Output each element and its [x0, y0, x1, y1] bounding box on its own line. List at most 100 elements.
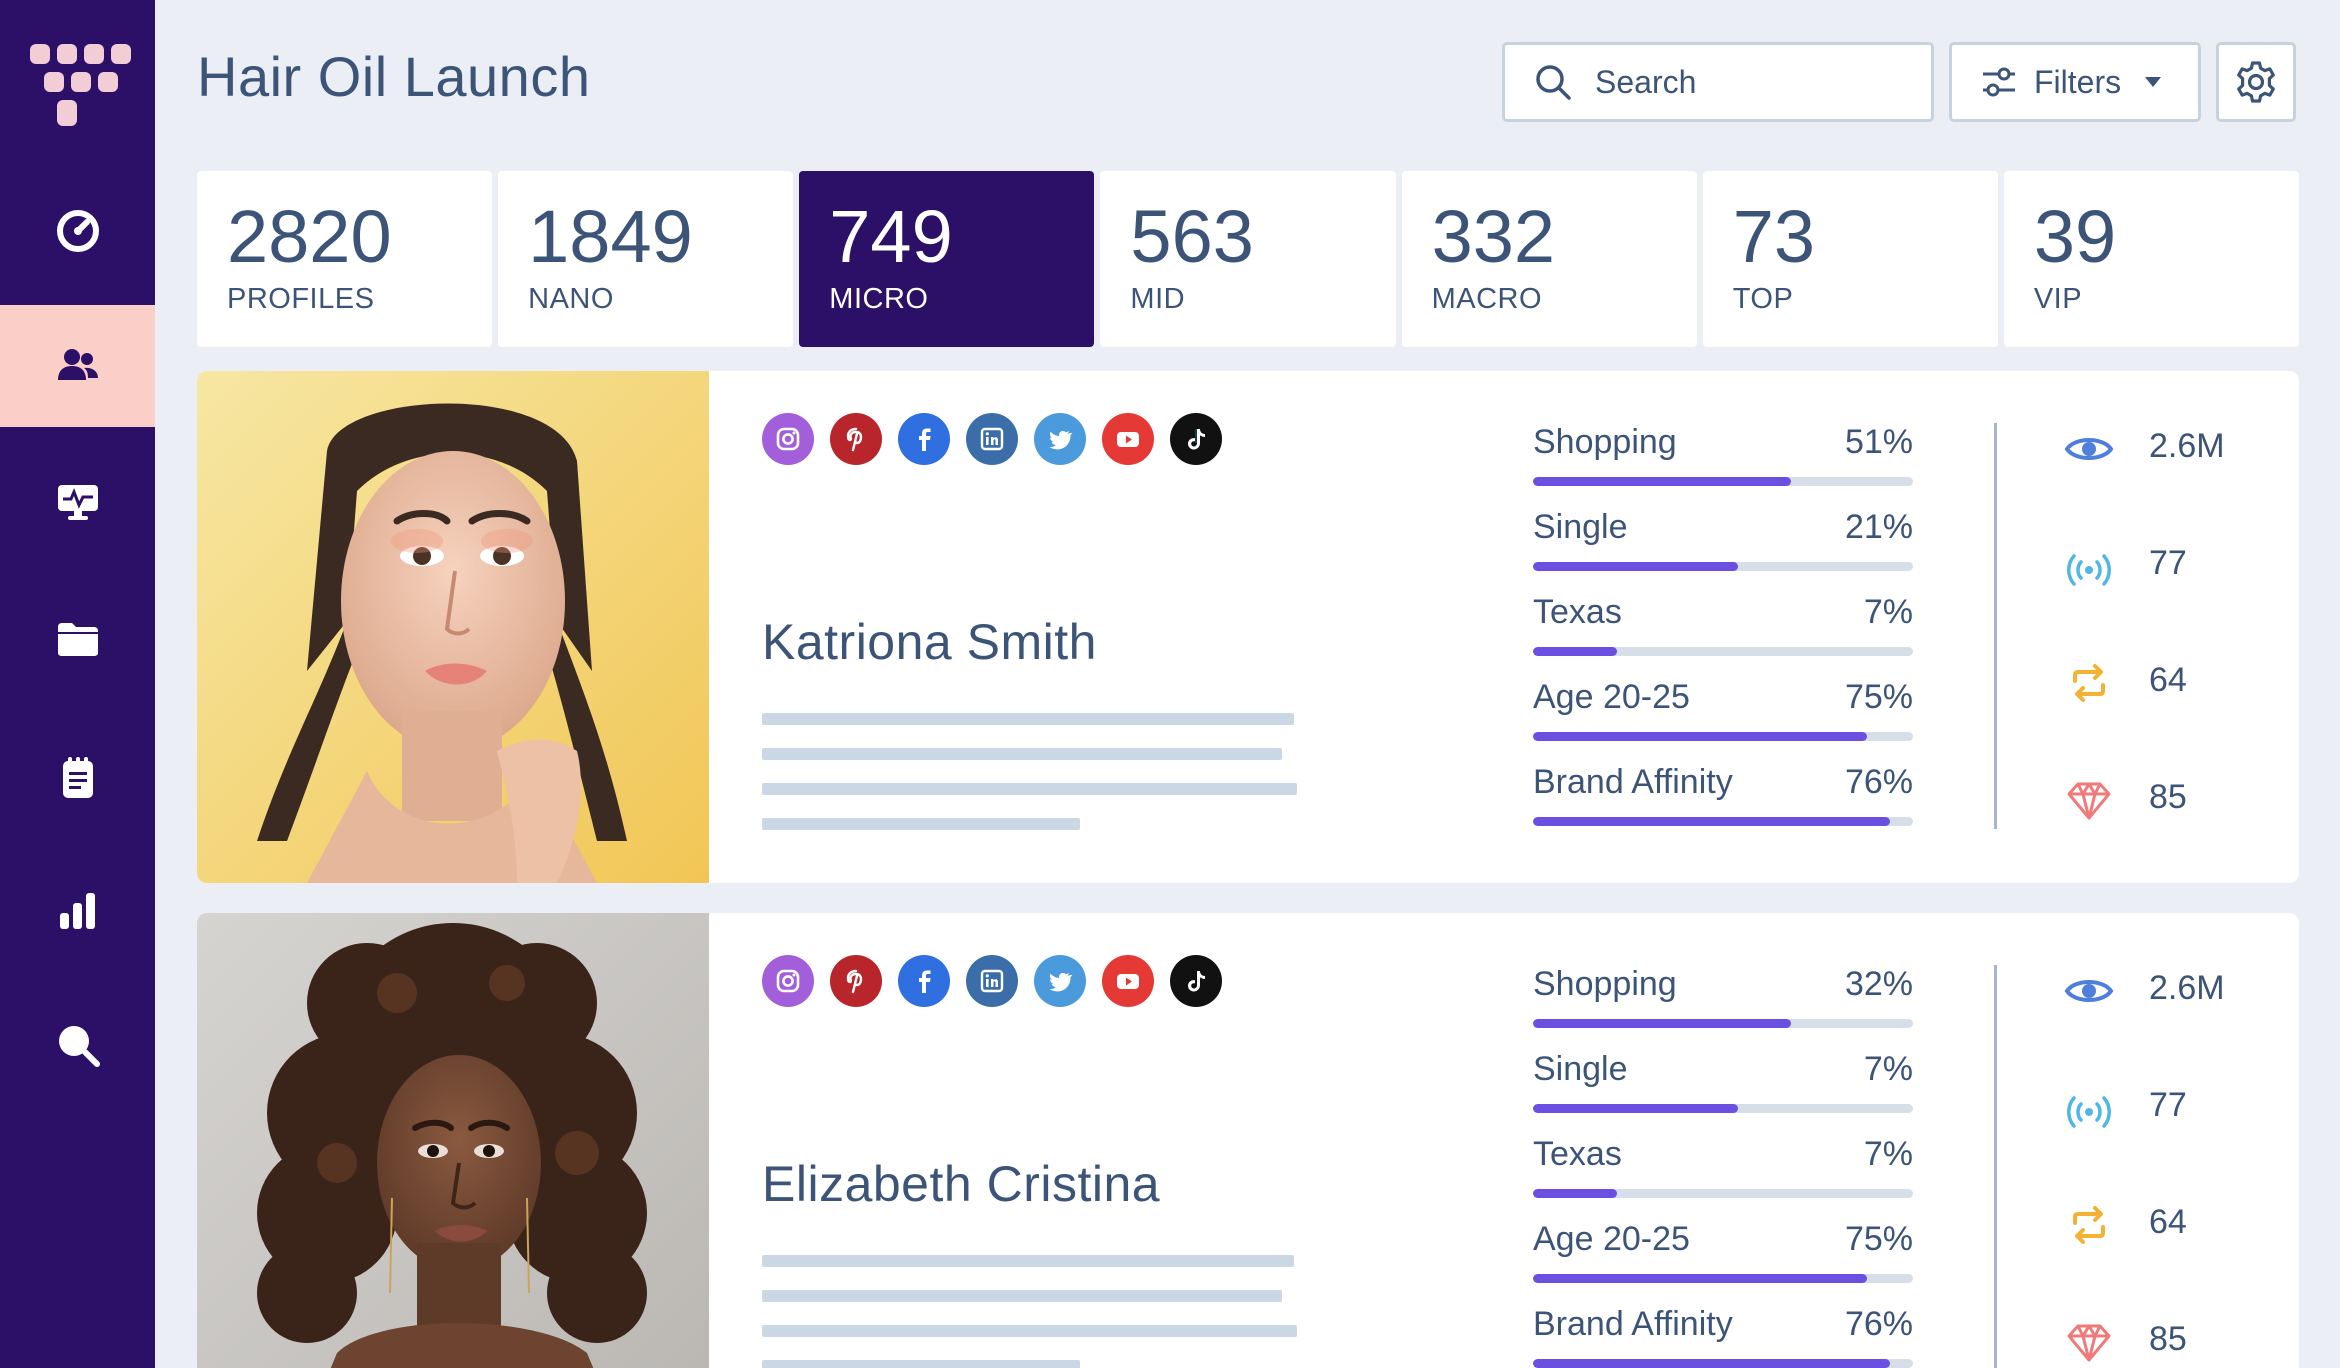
youtube-icon[interactable]: [1102, 955, 1154, 1007]
bio-placeholder-line: [762, 818, 1080, 830]
search-icon: [58, 1026, 100, 1067]
kpi-views: 2.6M: [2063, 423, 2225, 540]
twitter-icon[interactable]: [1034, 955, 1086, 1007]
instagram-icon[interactable]: [762, 413, 814, 465]
kpi-value: 85: [2149, 778, 2187, 816]
kpi-value: 2.6M: [2149, 427, 2225, 465]
youtube-icon[interactable]: [1102, 413, 1154, 465]
metric-bar: [1533, 647, 1913, 656]
sliders-icon: [1983, 67, 2015, 97]
filters-dropdown[interactable]: Filters: [1949, 42, 2201, 122]
metric-value: 76%: [1844, 1305, 1913, 1343]
metric-value: 51%: [1844, 423, 1913, 461]
sidebar-item-analytics[interactable]: [0, 850, 155, 972]
engagement-kpis: 2.6M 77 64 85: [2063, 423, 2225, 883]
folder-icon: [57, 623, 98, 656]
divider: [1994, 423, 1997, 829]
pinterest-icon[interactable]: [830, 955, 882, 1007]
brand-logo[interactable]: [30, 44, 131, 126]
stat-value: 2820: [227, 195, 392, 278]
metric-bar: [1533, 1274, 1913, 1283]
kpi-value: 85: [2149, 1320, 2187, 1358]
stat-tile-mid[interactable]: 563 MID: [1100, 171, 1396, 347]
metric-label: Single: [1533, 508, 1628, 546]
page-title: Hair Oil Launch: [197, 45, 591, 108]
bio-placeholder-line: [762, 783, 1297, 795]
profile-card[interactable]: Elizabeth Cristina Shopping 32% Single 7% …: [197, 913, 2299, 1368]
chevron-down-icon: [2145, 77, 2162, 87]
metric-row: Shopping 51%: [1533, 423, 1913, 508]
metric-bar-fill: [1533, 1019, 1792, 1028]
sidebar-item-search[interactable]: [0, 984, 155, 1106]
metric-label: Age 20-25: [1533, 678, 1690, 716]
metric-bar: [1533, 1359, 1913, 1368]
sidebar-item-notes[interactable]: [0, 717, 155, 839]
stat-label: VIP: [2033, 283, 2083, 315]
kpi-value: 2.6M: [2149, 969, 2225, 1007]
metric-value: 75%: [1844, 1220, 1913, 1258]
sidebar-item-monitor[interactable]: [0, 440, 155, 562]
stat-tile-macro[interactable]: 332 MACRO: [1401, 171, 1697, 347]
diamond-icon: [2067, 782, 2111, 820]
metric-label: Texas: [1533, 1135, 1622, 1173]
settings-button[interactable]: [2216, 42, 2296, 122]
metric-bar-fill: [1533, 1189, 1617, 1198]
stat-tile-vip[interactable]: 39 VIP: [2003, 171, 2299, 347]
metric-value: 7%: [1863, 1050, 1913, 1088]
metric-bar: [1533, 477, 1913, 486]
metric-value: 32%: [1844, 965, 1913, 1003]
audience-metrics: Shopping 51% Single 21% Texas 7% Age 20-25 7…: [1533, 423, 1913, 848]
facebook-icon[interactable]: [898, 955, 950, 1007]
linkedin-icon[interactable]: [966, 955, 1018, 1007]
metric-row: Shopping 32%: [1533, 965, 1913, 1050]
dashboard-icon: [56, 210, 99, 252]
stat-value: 749: [829, 195, 953, 278]
search-placeholder: Search: [1595, 63, 1697, 100]
instagram-icon[interactable]: [762, 955, 814, 1007]
pinterest-icon[interactable]: [830, 413, 882, 465]
stat-label: MID: [1130, 283, 1186, 315]
stat-label: MICRO: [829, 283, 929, 315]
kpi-value: 64: [2149, 1203, 2187, 1241]
stat-label: NANO: [528, 283, 614, 315]
stat-value: 563: [1130, 195, 1254, 278]
segment-tabs: 2820 PROFILES 1849 NANO 749 MICRO 563 MID 33…: [197, 171, 2299, 347]
search-input[interactable]: Search: [1502, 42, 1934, 122]
sidebar-item-dashboard[interactable]: [0, 170, 155, 292]
kpi-value: 64: [2149, 661, 2187, 699]
metric-bar-fill: [1533, 477, 1792, 486]
stat-label: PROFILES: [227, 283, 375, 315]
stat-tile-profiles[interactable]: 2820 PROFILES: [197, 171, 493, 347]
metric-bar: [1533, 732, 1913, 741]
kpi-reach: 77: [2063, 540, 2225, 657]
kpi-shares: 64: [2063, 1199, 2225, 1316]
stat-value: 39: [2033, 195, 2117, 278]
metric-bar: [1533, 817, 1913, 826]
sidebar-item-users[interactable]: [0, 305, 155, 427]
metric-bar-fill: [1533, 1274, 1868, 1283]
sidebar-item-folder[interactable]: [0, 578, 155, 700]
bio-placeholder-line: [762, 1325, 1297, 1337]
linkedin-icon[interactable]: [966, 413, 1018, 465]
eye-icon: [2064, 980, 2114, 1002]
diamond-icon: [2067, 1324, 2111, 1362]
facebook-icon[interactable]: [898, 413, 950, 465]
twitter-icon[interactable]: [1034, 413, 1086, 465]
metric-row: Age 20-25 75%: [1533, 678, 1913, 763]
stat-value: 73: [1732, 195, 1816, 278]
profile-card[interactable]: Katriona Smith Shopping 51% Single 21% Tex…: [197, 371, 2299, 883]
metric-label: Single: [1533, 1050, 1628, 1088]
metric-bar-fill: [1533, 1104, 1739, 1113]
metric-row: Single 7%: [1533, 1050, 1913, 1135]
filters-label: Filters: [2034, 63, 2122, 100]
eye-icon: [2064, 438, 2114, 460]
tiktok-icon[interactable]: [1170, 413, 1222, 465]
kpi-quality: 85: [2063, 1316, 2225, 1368]
tiktok-icon[interactable]: [1170, 955, 1222, 1007]
stat-tile-micro[interactable]: 749 MICRO: [799, 171, 1095, 347]
stat-tile-nano[interactable]: 1849 NANO: [498, 171, 794, 347]
stat-tile-top[interactable]: 73 TOP: [1702, 171, 1998, 347]
engagement-kpis: 2.6M 77 64 85: [2063, 965, 2225, 1368]
kpi-value: 77: [2149, 544, 2187, 582]
metric-bar-fill: [1533, 562, 1739, 571]
